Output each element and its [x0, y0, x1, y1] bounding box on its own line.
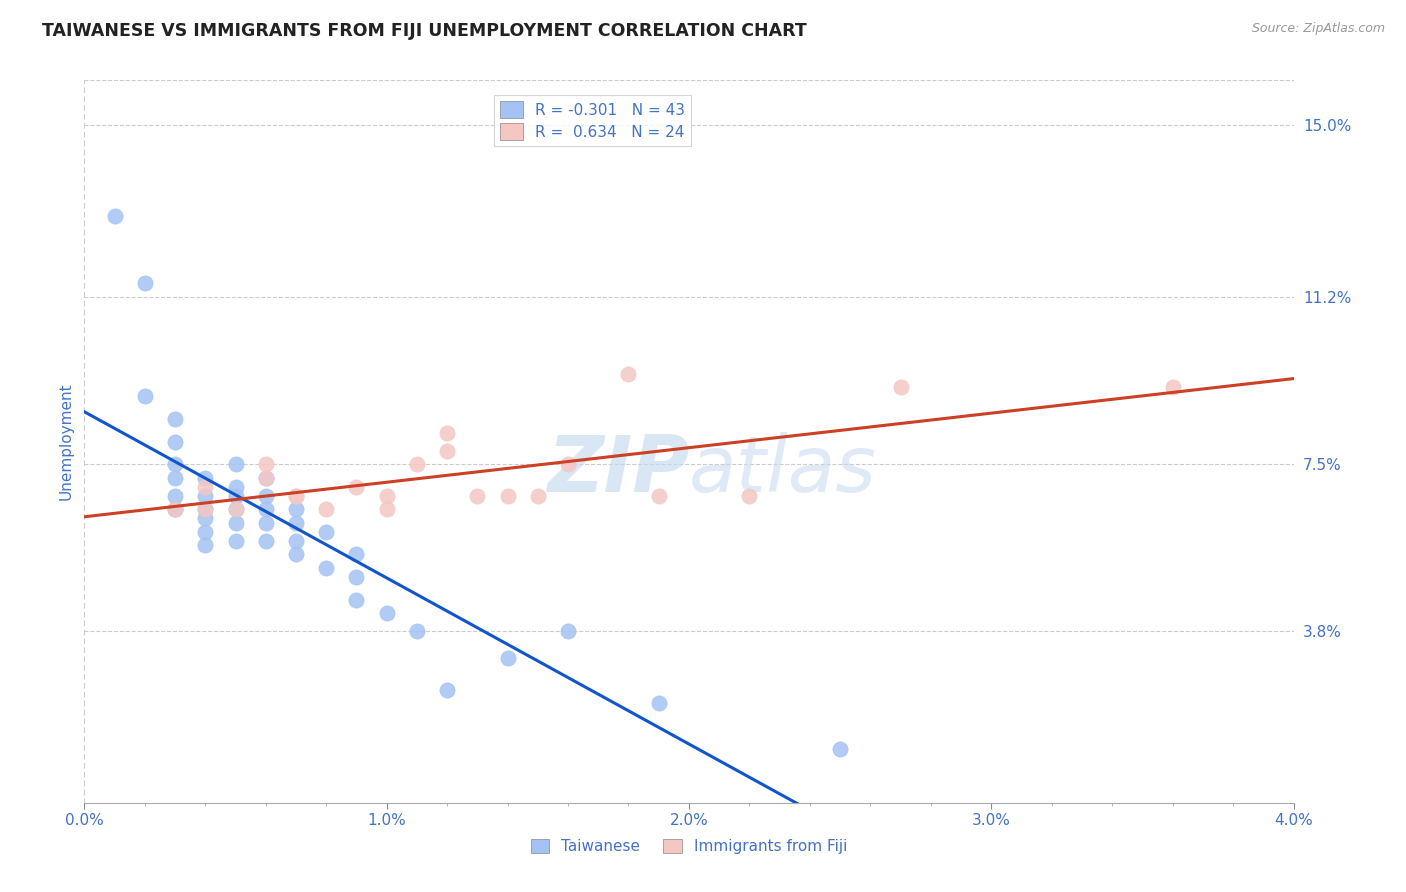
Point: [194, 511, 217, 525]
Point: [496, 489, 519, 503]
Point: [165, 502, 187, 516]
Text: ZIP: ZIP: [547, 433, 689, 508]
Point: [346, 480, 368, 494]
Point: [285, 548, 308, 562]
Text: Source: ZipAtlas.com: Source: ZipAtlas.com: [1251, 22, 1385, 36]
Point: [738, 489, 761, 503]
Point: [375, 502, 398, 516]
Point: [194, 471, 217, 485]
Point: [254, 533, 277, 548]
Point: [165, 471, 187, 485]
Point: [194, 524, 217, 539]
Point: [527, 489, 550, 503]
Point: [194, 489, 217, 503]
Point: [830, 741, 852, 756]
Point: [648, 697, 671, 711]
Point: [375, 606, 398, 620]
Point: [165, 457, 187, 471]
Point: [285, 489, 308, 503]
Point: [165, 502, 187, 516]
Point: [134, 389, 156, 403]
Point: [225, 502, 247, 516]
Point: [346, 570, 368, 584]
Point: [194, 538, 217, 552]
Text: TAIWANESE VS IMMIGRANTS FROM FIJI UNEMPLOYMENT CORRELATION CHART: TAIWANESE VS IMMIGRANTS FROM FIJI UNEMPL…: [42, 22, 807, 40]
Point: [225, 480, 247, 494]
Point: [890, 380, 912, 394]
Point: [165, 502, 187, 516]
Legend: Taiwanese, Immigrants from Fiji: Taiwanese, Immigrants from Fiji: [524, 833, 853, 860]
Point: [557, 624, 579, 639]
Point: [194, 480, 217, 494]
Point: [194, 502, 217, 516]
Point: [648, 489, 671, 503]
Point: [254, 457, 277, 471]
Point: [225, 489, 247, 503]
Y-axis label: Unemployment: Unemployment: [58, 383, 73, 500]
Point: [375, 489, 398, 503]
Point: [1161, 380, 1184, 394]
Point: [436, 425, 458, 440]
Point: [315, 561, 337, 575]
Point: [225, 457, 247, 471]
Point: [194, 502, 217, 516]
Point: [104, 209, 127, 223]
Point: [406, 624, 429, 639]
Point: [254, 516, 277, 530]
Text: atlas: atlas: [689, 433, 877, 508]
Point: [285, 502, 308, 516]
Point: [225, 533, 247, 548]
Point: [254, 471, 277, 485]
Point: [285, 533, 308, 548]
Point: [346, 592, 368, 607]
Point: [254, 471, 277, 485]
Point: [225, 502, 247, 516]
Point: [134, 277, 156, 291]
Point: [617, 367, 640, 381]
Point: [165, 434, 187, 449]
Point: [285, 489, 308, 503]
Point: [436, 682, 458, 697]
Point: [254, 502, 277, 516]
Point: [436, 443, 458, 458]
Point: [496, 651, 519, 665]
Point: [406, 457, 429, 471]
Point: [254, 489, 277, 503]
Point: [315, 524, 337, 539]
Point: [165, 412, 187, 426]
Point: [225, 516, 247, 530]
Point: [315, 502, 337, 516]
Point: [557, 457, 579, 471]
Point: [467, 489, 489, 503]
Point: [165, 489, 187, 503]
Point: [346, 548, 368, 562]
Point: [285, 516, 308, 530]
